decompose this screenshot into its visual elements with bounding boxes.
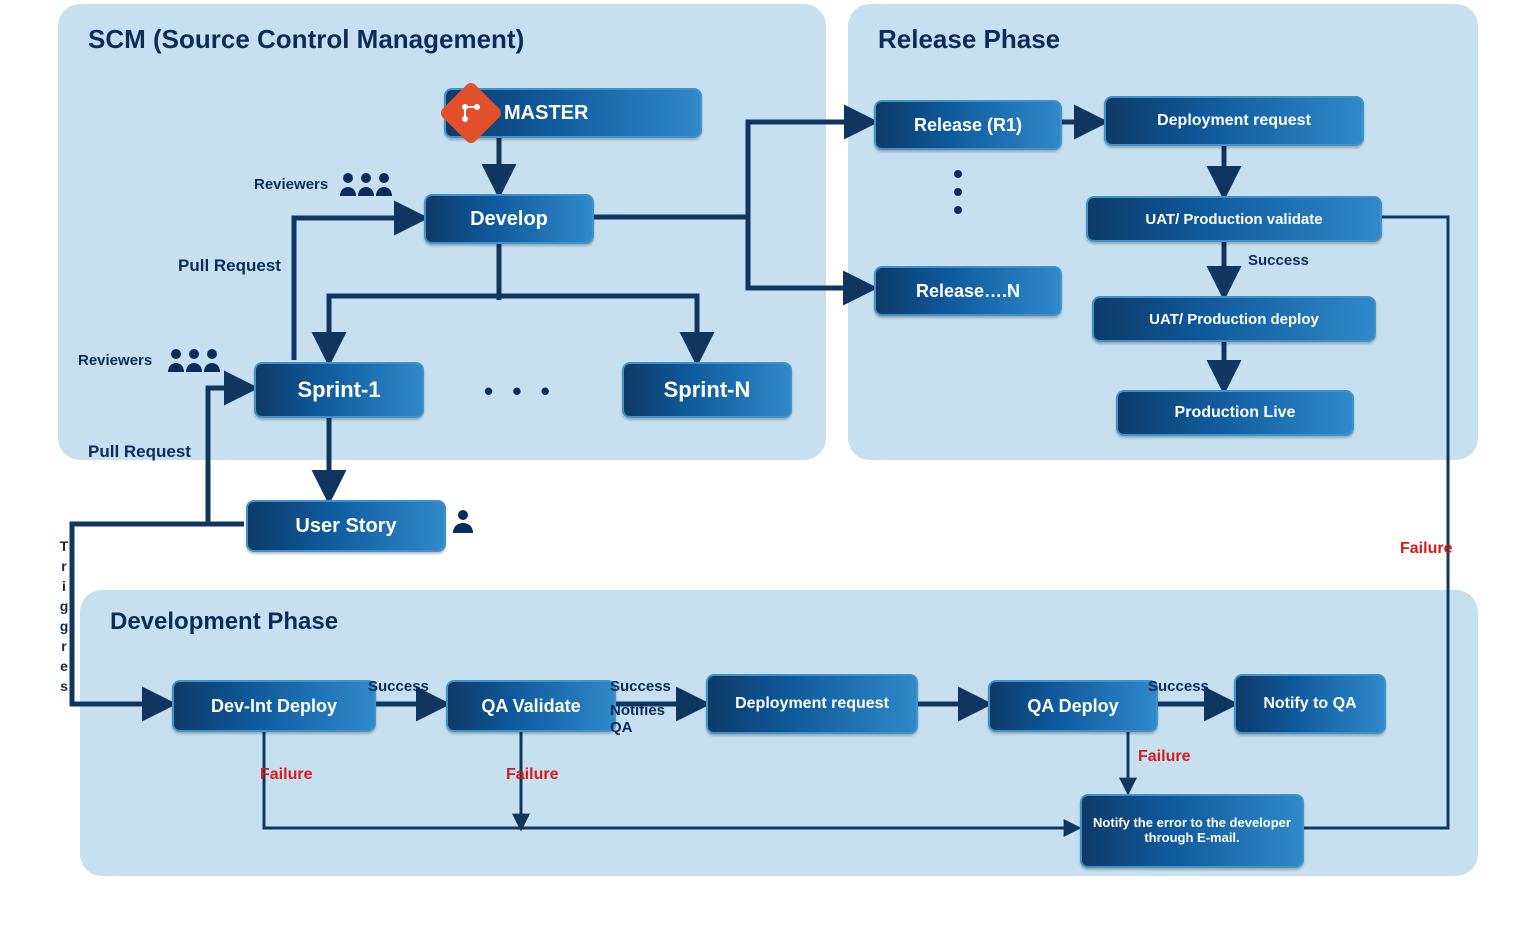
node-uatval: UAT/ Production validate xyxy=(1086,196,1382,242)
node-qaval-label: QA Validate xyxy=(481,696,580,717)
node-sprint1-label: Sprint-1 xyxy=(297,377,380,403)
node-qadep: QA Deploy xyxy=(988,680,1158,732)
node-qaval: QA Validate xyxy=(446,680,616,732)
node-sprint1: Sprint-1 xyxy=(254,362,424,418)
node-develop-label: Develop xyxy=(470,208,548,231)
node-release1: Release (R1) xyxy=(874,100,1062,150)
node-notifyqa: Notify to QA xyxy=(1234,674,1386,734)
node-sprintN-label: Sprint-N xyxy=(664,377,751,403)
label-notifies-qa: Notifies QA xyxy=(610,702,690,736)
ellipsis-vertical-icon xyxy=(954,170,962,214)
node-notifyerr: Notify the error to the developer throug… xyxy=(1080,794,1304,868)
node-devint: Dev-Int Deploy xyxy=(172,680,376,732)
node-master-label: MASTER xyxy=(504,102,588,125)
node-depreq: Deployment request xyxy=(1104,96,1364,146)
node-depreq2-label: Deployment request xyxy=(735,695,889,713)
node-depreq-label: Deployment request xyxy=(1157,112,1311,130)
label-pullreq-2: Pull Request xyxy=(88,442,191,462)
label-success-2: Success xyxy=(610,678,671,695)
people-icon xyxy=(166,346,222,376)
label-success-uat: Success xyxy=(1248,252,1309,269)
node-userstory: User Story xyxy=(246,500,446,552)
node-release1-label: Release (R1) xyxy=(914,115,1022,136)
label-failure-3: Failure xyxy=(1138,748,1190,766)
node-uatdep: UAT/ Production deploy xyxy=(1092,296,1376,342)
node-notifyqa-label: Notify to QA xyxy=(1263,695,1356,713)
node-develop: Develop xyxy=(424,194,594,244)
label-reviewers-1: Reviewers xyxy=(254,176,328,193)
panel-dev-title: Development Phase xyxy=(110,608,338,636)
node-qadep-label: QA Deploy xyxy=(1027,696,1118,717)
label-failure-2: Failure xyxy=(506,766,558,784)
node-devint-label: Dev-Int Deploy xyxy=(211,696,337,717)
label-pullreq-1: Pull Request xyxy=(178,256,281,276)
label-triggers: Triggres xyxy=(56,538,72,698)
node-notifyerr-label: Notify the error to the developer throug… xyxy=(1090,816,1294,846)
label-success-1: Success xyxy=(368,678,429,695)
panel-release-title: Release Phase xyxy=(878,24,1060,55)
person-icon xyxy=(450,508,476,534)
node-uatdep-label: UAT/ Production deploy xyxy=(1149,311,1319,328)
label-success-3: Success xyxy=(1148,678,1209,695)
label-failure-1: Failure xyxy=(260,766,312,784)
panel-scm-title: SCM (Source Control Management) xyxy=(88,24,524,55)
node-prodlive: Production Live xyxy=(1116,390,1354,436)
label-ellipsis-sprints: • • • xyxy=(484,376,556,407)
label-failure-release: Failure xyxy=(1400,540,1452,558)
node-releaseN: Release….N xyxy=(874,266,1062,316)
node-releaseN-label: Release….N xyxy=(916,281,1020,302)
flow-diagram: SCM (Source Control Management) Release … xyxy=(48,0,1488,880)
label-reviewers-2: Reviewers xyxy=(78,352,152,369)
node-depreq2: Deployment request xyxy=(706,674,918,734)
node-sprintN: Sprint-N xyxy=(622,362,792,418)
node-prodlive-label: Production Live xyxy=(1175,404,1296,422)
people-icon xyxy=(338,170,394,200)
node-userstory-label: User Story xyxy=(295,515,396,538)
node-uatval-label: UAT/ Production validate xyxy=(1145,211,1322,228)
